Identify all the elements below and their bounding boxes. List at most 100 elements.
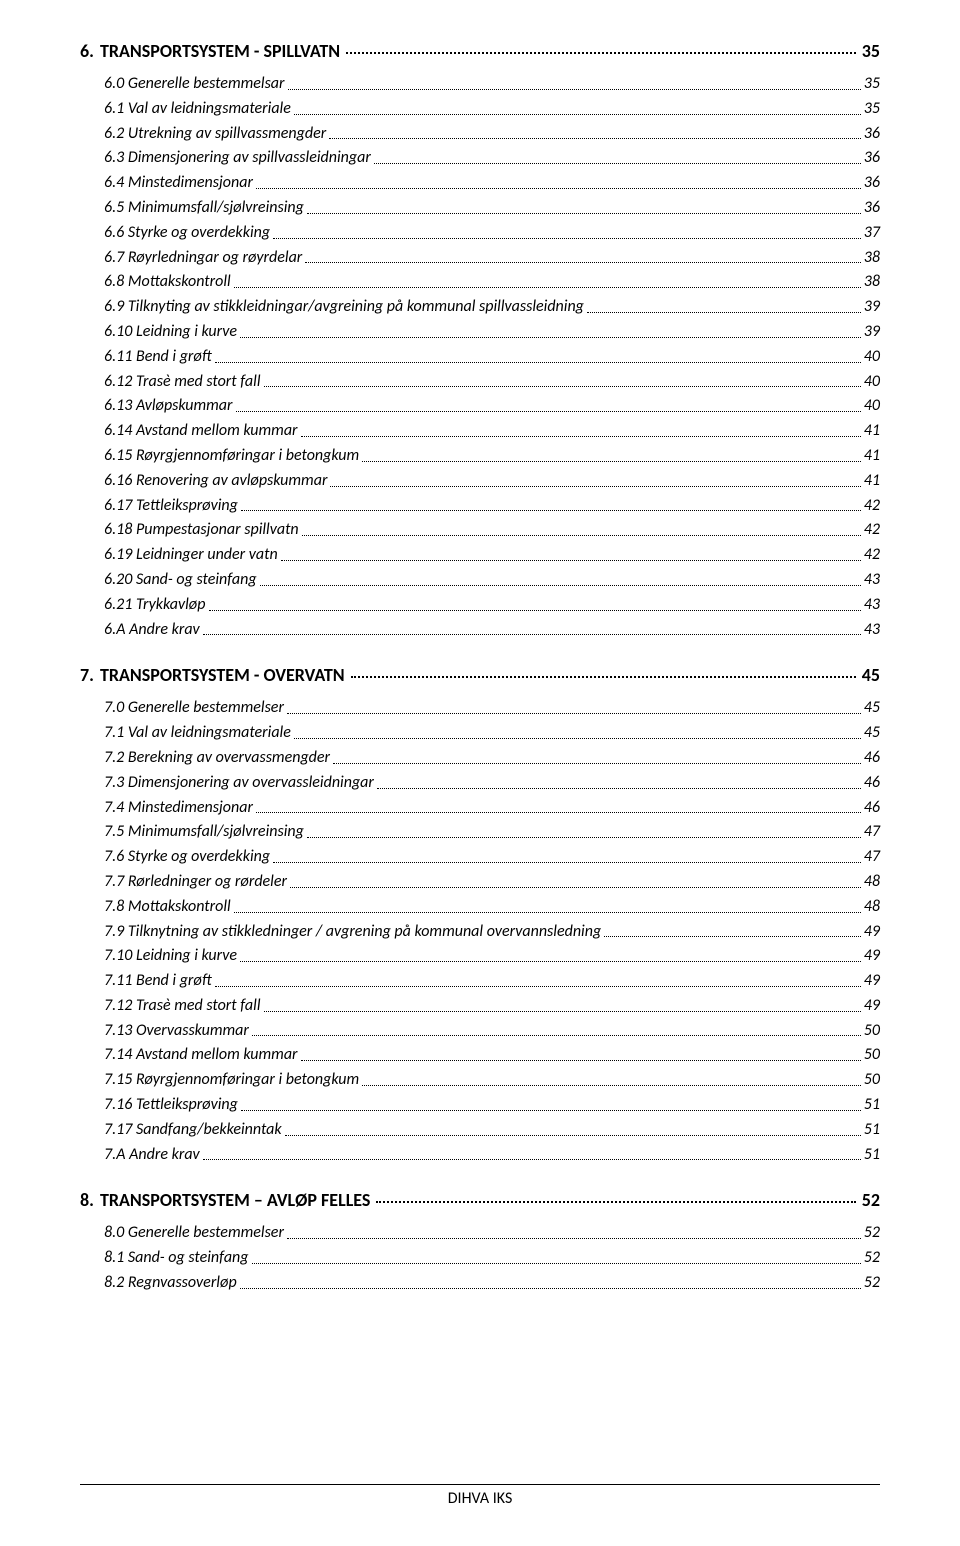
toc-row: 6.14 Avstand mellom kummar 41: [80, 419, 880, 444]
toc-sublist: 7.0 Generelle bestemmelser 457.1 Val av …: [80, 696, 880, 1167]
toc-row: 6.21 Trykkavløp 43: [80, 593, 880, 618]
toc-item-page: 36: [864, 146, 880, 171]
toc-item-label: 6.4 Minstedimensjonar: [104, 171, 253, 196]
toc-item-label: 7.17 Sandfang/bekkeinntak: [104, 1118, 282, 1143]
toc-item-label: 6.14 Avstand mellom kummar: [104, 419, 298, 444]
toc-item-page: 42: [864, 543, 880, 568]
toc-item-label: 7.11 Bend i grøft: [104, 969, 212, 994]
leader-dots: [256, 811, 861, 813]
toc-row: 6.11 Bend i grøft 40: [80, 345, 880, 370]
toc-item-label: 7.7 Rørledninger og rørdeler: [104, 870, 287, 895]
section-heading: 8.TRANSPORTSYSTEM – AVLØP FELLES52: [80, 1189, 880, 1211]
toc-item-page: 52: [864, 1246, 880, 1271]
section-heading: 6.TRANSPORTSYSTEM - SPILLVATN35: [80, 40, 880, 62]
leader-dots: [264, 1010, 861, 1012]
table-of-contents: 6.TRANSPORTSYSTEM - SPILLVATN35 6.0 Gener…: [80, 40, 880, 1296]
toc-item-page: 40: [864, 394, 880, 419]
toc-item-page: 39: [864, 320, 880, 345]
toc-row: 6.A Andre krav 43: [80, 618, 880, 643]
toc-row: 7.4 Minstedimensjonar 46: [80, 796, 880, 821]
toc-item-label: 6.8 Mottakskontroll: [104, 270, 231, 295]
toc-item-label: 6.18 Pumpestasjonar spillvatn: [104, 518, 299, 543]
leader-dots: [203, 633, 861, 635]
toc-item-page: 49: [864, 969, 880, 994]
leader-dots: [203, 1158, 861, 1160]
toc-item-page: 35: [864, 97, 880, 122]
toc-item-page: 48: [864, 895, 880, 920]
toc-row: 7.3 Dimensjonering av overvassleidningar…: [80, 771, 880, 796]
leader-dots: [351, 675, 856, 678]
toc-row: 6.13 Avløpskummar 40: [80, 394, 880, 419]
section-heading: 7.TRANSPORTSYSTEM - OVERVATN45: [80, 664, 880, 686]
toc-item-label: 6.11 Bend i grøft: [104, 345, 212, 370]
toc-row: 7.15 Røyrgjennomføringar i betongkum 50: [80, 1068, 880, 1093]
toc-item-page: 36: [864, 196, 880, 221]
toc-row: 6.3 Dimensjonering av spillvassleidninga…: [80, 146, 880, 171]
toc-item-label: 6.21 Trykkavløp: [104, 593, 206, 618]
toc-row: 6.9 Tilknyting av stikkleidningar/avgrei…: [80, 295, 880, 320]
toc-item-page: 50: [864, 1068, 880, 1093]
toc-item-page: 41: [864, 444, 880, 469]
toc-item-page: 52: [864, 1271, 880, 1296]
toc-item-page: 39: [864, 295, 880, 320]
toc-sublist: 6.0 Generelle bestemmelsar 356.1 Val av …: [80, 72, 880, 642]
toc-row: 6.19 Leidninger under vatn 42: [80, 543, 880, 568]
toc-item-page: 49: [864, 920, 880, 945]
leader-dots: [281, 559, 861, 561]
toc-row: 7.14 Avstand mellom kummar 50: [80, 1043, 880, 1068]
toc-row: 6.12 Trasè med stort fall 40: [80, 370, 880, 395]
toc-row: 7.8 Mottakskontroll 48: [80, 895, 880, 920]
leader-dots: [215, 361, 861, 363]
toc-item-label: 6.13 Avløpskummar: [104, 394, 233, 419]
toc-item-label: 6.0 Generelle bestemmelsar: [104, 72, 285, 97]
toc-row: 7.10 Leidning i kurve 49: [80, 944, 880, 969]
toc-item-label: 7.14 Avstand mellom kummar: [104, 1043, 298, 1068]
leader-dots: [330, 485, 860, 487]
toc-item-page: 42: [864, 518, 880, 543]
leader-dots: [287, 1237, 861, 1239]
toc-item-page: 51: [864, 1093, 880, 1118]
leader-dots: [604, 935, 861, 937]
toc-item-label: 6.5 Minimumsfall/sjølvreinsing: [104, 196, 304, 221]
toc-sublist: 8.0 Generelle bestemmelser 528.1 Sand- o…: [80, 1221, 880, 1295]
toc-item-label: 6.12 Trasè med stort fall: [104, 370, 261, 395]
leader-dots: [294, 113, 861, 115]
toc-row: 8.1 Sand- og steinfang 52: [80, 1246, 880, 1271]
toc-row: 7.0 Generelle bestemmelser 45: [80, 696, 880, 721]
leader-dots: [587, 311, 861, 313]
toc-row: 6.1 Val av leidningsmateriale 35: [80, 97, 880, 122]
leader-dots: [241, 1109, 861, 1111]
toc-row: 6.10 Leidning i kurve 39: [80, 320, 880, 345]
toc-item-page: 48: [864, 870, 880, 895]
leader-dots: [234, 286, 861, 288]
leader-dots: [362, 460, 861, 462]
leader-dots: [307, 212, 861, 214]
toc-item-label: 6.7 Røyrledningar og røyrdelar: [104, 246, 302, 271]
toc-row: 7.6 Styrke og overdekking 47: [80, 845, 880, 870]
toc-item-label: 7.15 Røyrgjennomføringar i betongkum: [104, 1068, 359, 1093]
section-title: TRANSPORTSYSTEM – AVLØP FELLES: [100, 1189, 370, 1211]
toc-item-label: 7.16 Tettleiksprøving: [104, 1093, 238, 1118]
toc-item-label: 6.16 Renovering av avløpskummar: [104, 469, 327, 494]
toc-row: 7.16 Tettleiksprøving 51: [80, 1093, 880, 1118]
toc-row: 6.17 Tettleiksprøving 42: [80, 494, 880, 519]
toc-item-page: 43: [864, 593, 880, 618]
footer: DIHVA IKS: [80, 1484, 880, 1508]
toc-item-label: 6.3 Dimensjonering av spillvassleidninga…: [104, 146, 371, 171]
toc-row: 6.6 Styrke og overdekking 37: [80, 221, 880, 246]
toc-row: 6.7 Røyrledningar og røyrdelar 38: [80, 246, 880, 271]
toc-item-label: 7.13 Overvasskummar: [104, 1019, 249, 1044]
toc-item-page: 50: [864, 1043, 880, 1068]
toc-item-page: 43: [864, 568, 880, 593]
toc-row: 6.8 Mottakskontroll 38: [80, 270, 880, 295]
leader-dots: [346, 51, 856, 54]
section-number: 6.: [80, 40, 94, 62]
toc-item-page: 45: [864, 721, 880, 746]
leader-dots: [215, 985, 861, 987]
toc-row: 7.17 Sandfang/bekkeinntak 51: [80, 1118, 880, 1143]
toc-row: 7.2 Berekning av overvassmengder 46: [80, 746, 880, 771]
leader-dots: [252, 1262, 861, 1264]
leader-dots: [329, 137, 861, 139]
toc-item-label: 7.A Andre krav: [104, 1143, 200, 1168]
toc-item-label: 6.15 Røyrgjennomføringar i betongkum: [104, 444, 359, 469]
